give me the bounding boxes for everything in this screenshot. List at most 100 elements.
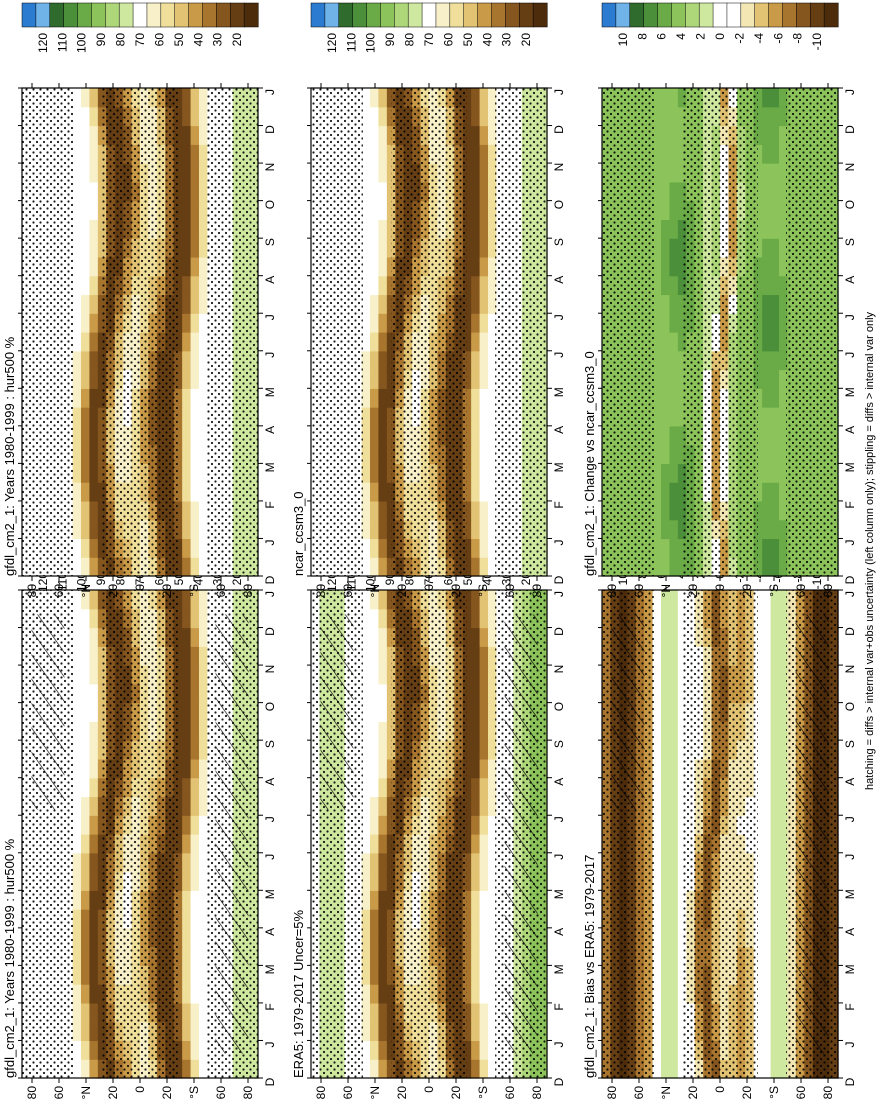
- lat-tick-label: 80: [314, 1086, 328, 1100]
- heatmap-cell: [652, 852, 662, 873]
- heatmap-cell: [652, 796, 662, 816]
- heatmap-cell: [661, 590, 671, 610]
- heatmap-cell: [378, 500, 388, 521]
- heatmap-cell: [462, 984, 472, 1004]
- heatmap-cell: [488, 144, 498, 164]
- month-tick-label: F: [263, 501, 277, 508]
- heatmap-cell: [479, 125, 489, 145]
- heatmap-cell: [378, 871, 388, 891]
- heatmap-cell: [770, 106, 780, 127]
- colorbar-swatch: [310, 2, 326, 28]
- lat-tick-label: 20: [740, 584, 754, 598]
- heatmap-cell: [81, 482, 91, 502]
- heatmap-cell: [173, 350, 183, 371]
- heatmap-cell: [753, 627, 763, 647]
- heatmap-cell: [762, 500, 772, 521]
- heatmap-cell: [762, 125, 772, 145]
- heatmap-cell: [173, 608, 183, 629]
- heatmap-cell: [182, 163, 192, 183]
- heatmap-cell: [72, 88, 82, 108]
- heatmap-cell: [81, 740, 91, 760]
- heatmap-cell: [661, 984, 671, 1004]
- heatmap-cell: [753, 965, 763, 985]
- heatmap-cell: [81, 219, 91, 239]
- heatmap-cell: [652, 984, 662, 1004]
- heatmap-cell: [182, 1059, 192, 1079]
- lat-tick-label: 0: [713, 584, 727, 591]
- heatmap-cell: [190, 369, 200, 389]
- heatmap-cell: [173, 946, 183, 966]
- lat-tick-label: 20: [395, 1086, 409, 1100]
- heatmap-cell: [190, 238, 200, 258]
- heatmap-cell: [182, 463, 192, 483]
- heatmap-cell: [361, 482, 371, 502]
- heatmap-cell: [81, 646, 91, 666]
- heatmap-cell: [72, 890, 82, 910]
- heatmap-cell: [361, 219, 371, 239]
- heatmap-cell: [378, 909, 388, 929]
- lat-tick-label: °N: [368, 584, 382, 597]
- heatmap-cell: [471, 1021, 481, 1042]
- heatmap-cell: [182, 984, 192, 1004]
- heatmap-cell: [762, 425, 772, 446]
- heatmap-cell: [779, 106, 789, 127]
- heatmap-cell: [779, 740, 789, 760]
- heatmap-cell: [779, 852, 789, 873]
- heatmap-cell: [378, 984, 388, 1004]
- heatmap-cell: [72, 463, 82, 483]
- heatmap-cell: [378, 313, 388, 333]
- heatmap-cell: [779, 444, 789, 464]
- heatmap-cell: [199, 275, 209, 296]
- month-tick-label: J: [263, 1041, 277, 1047]
- heatmap-cell: [89, 463, 99, 483]
- lat-tick-label: 20: [740, 1086, 754, 1100]
- heatmap-cell: [199, 557, 209, 577]
- heatmap-cell: [488, 627, 498, 647]
- heatmap-cell: [72, 200, 82, 220]
- heatmap-cell: [361, 965, 371, 985]
- colorbar-swatch: [49, 2, 65, 28]
- heatmap-cell: [762, 740, 772, 760]
- heatmap-cell: [72, 1059, 82, 1079]
- heatmap-cell: [462, 627, 472, 647]
- heatmap-cell: [370, 984, 380, 1004]
- heatmap-cell: [661, 1002, 671, 1023]
- heatmap-cell: [462, 256, 472, 277]
- colorbar-label: 80: [403, 33, 417, 47]
- lat-tick-label: 0: [133, 584, 147, 591]
- heatmap-cell: [190, 256, 200, 277]
- lat-tick-label: 80: [530, 584, 544, 598]
- heatmap-cell: [479, 425, 489, 446]
- heatmap-cell: [661, 238, 671, 258]
- month-tick-label: A: [843, 778, 857, 786]
- heatmap-cell: [72, 238, 82, 258]
- heatmap-cell: [661, 946, 671, 966]
- heatmap-cell: [770, 946, 780, 966]
- heatmap-cell: [199, 590, 209, 610]
- heatmap-cell: [72, 125, 82, 145]
- heatmap-cell: [669, 909, 679, 929]
- heatmap-cell: [753, 909, 763, 929]
- heatmap-cell: [81, 407, 91, 427]
- heatmap-cell: [370, 163, 380, 183]
- heatmap-cell: [652, 519, 662, 540]
- month-tick-label: S: [552, 238, 566, 246]
- heatmap-cell: [479, 740, 489, 760]
- month-tick-label: J: [263, 539, 277, 545]
- heatmap-cell: [173, 294, 183, 314]
- heatmap-cell: [81, 815, 91, 835]
- heatmap-cell: [72, 909, 82, 929]
- heatmap-cell: [370, 665, 380, 685]
- heatmap-cell: [361, 332, 371, 352]
- heatmap-cell: [378, 538, 388, 558]
- heatmap-cell: [182, 871, 192, 891]
- heatmap-cell: [182, 294, 192, 314]
- heatmap-cell: [488, 890, 498, 910]
- stippling-tropics: [102, 590, 178, 1078]
- heatmap-cell: [762, 369, 772, 389]
- month-tick-label: J: [843, 1041, 857, 1047]
- heatmap-cell: [370, 1059, 380, 1079]
- heatmap-cell: [182, 125, 192, 145]
- heatmap-cell: [89, 890, 99, 910]
- heatmap-cell: [661, 256, 671, 277]
